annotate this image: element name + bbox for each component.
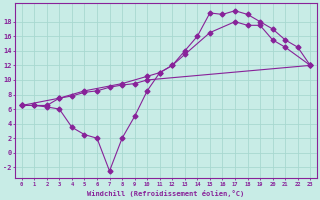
X-axis label: Windchill (Refroidissement éolien,°C): Windchill (Refroidissement éolien,°C)	[87, 190, 244, 197]
